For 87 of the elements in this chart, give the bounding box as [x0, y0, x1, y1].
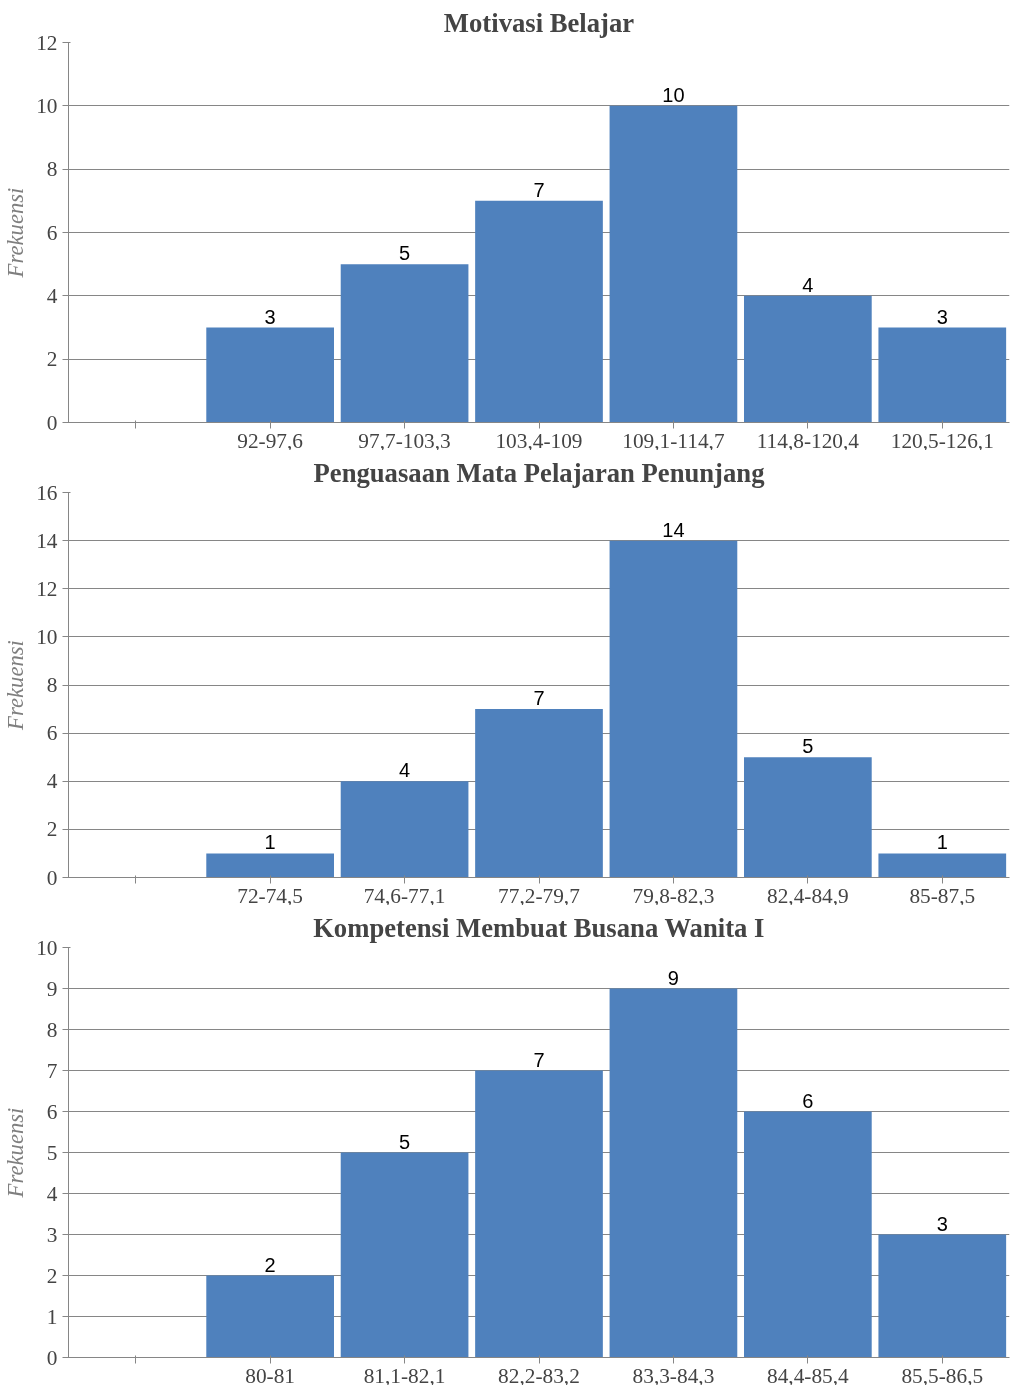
x-tick-label: 79,8-82,3 [632, 883, 715, 908]
chart-title: Kompetensi Membuat Busana Wanita I [313, 912, 765, 943]
data-label: 3 [936, 1212, 948, 1235]
data-label: 2 [264, 1253, 276, 1276]
data-label: 5 [802, 735, 814, 758]
y-tick-label: 12 [36, 576, 58, 601]
bar [206, 327, 334, 423]
bar [609, 540, 738, 878]
bar [744, 1111, 872, 1358]
bar [340, 781, 469, 878]
bar [340, 1152, 469, 1358]
y-tick-label: 2 [46, 1263, 58, 1288]
x-tick-label: 84,4-85,4 [766, 1363, 850, 1388]
y-tick-label: 0 [46, 865, 58, 890]
data-label: 1 [936, 831, 948, 854]
data-label: 10 [662, 83, 685, 106]
y-tick-label: 2 [46, 347, 58, 372]
y-tick-label: 4 [46, 283, 58, 308]
bar [206, 853, 334, 878]
data-label: 6 [802, 1089, 814, 1112]
y-tick-label: 6 [46, 220, 58, 245]
y-tick-label: 14 [36, 528, 58, 553]
bar [878, 1234, 1007, 1358]
y-tick-label: 6 [46, 1099, 58, 1124]
y-tick-label: 4 [46, 1181, 58, 1206]
y-tick-label: 1 [46, 1304, 58, 1329]
x-tick-label: 82,2-83,2 [498, 1363, 580, 1388]
y-tick-label: 3 [46, 1222, 58, 1247]
data-label: 14 [662, 518, 685, 541]
y-tick-label: 10 [36, 93, 58, 118]
bar [878, 853, 1007, 878]
bar [744, 757, 872, 878]
y-tick-label: 0 [46, 1345, 58, 1370]
x-tick-label: 81,1-82,1 [363, 1363, 446, 1388]
x-tick-label: 97,7-103,3 [358, 428, 451, 453]
y-tick-label: 10 [36, 624, 58, 649]
y-tick-label: 6 [46, 721, 58, 746]
data-label: 4 [802, 273, 814, 296]
y-tick-label: 10 [36, 935, 58, 960]
y-axis-title: Frekuensi [3, 640, 29, 731]
chart-title: Penguasaan Mata Pelajaran Penunjang [313, 457, 766, 488]
y-tick-label: 5 [46, 1140, 58, 1165]
y-tick-label: 12 [36, 30, 58, 55]
bar [206, 1275, 334, 1358]
data-label: 1 [264, 831, 276, 854]
data-label: 5 [399, 1130, 411, 1153]
x-tick-label: 77,2-79,7 [498, 883, 581, 908]
y-tick-label: 4 [46, 769, 58, 794]
x-tick-label: 85-87,5 [909, 883, 976, 908]
data-label: 3 [936, 305, 948, 328]
bar [609, 988, 738, 1358]
x-tick-label: 82,4-84,9 [766, 883, 849, 908]
data-label: 9 [667, 966, 679, 989]
y-tick-label: 0 [46, 410, 58, 435]
data-label: 7 [533, 687, 545, 710]
data-label: 3 [264, 305, 276, 328]
x-tick-label: 92-97,6 [237, 428, 304, 453]
data-label: 7 [533, 1048, 545, 1071]
x-tick-label: 85,5-86,5 [901, 1363, 984, 1388]
y-axis-title: Frekuensi [3, 187, 29, 279]
data-label: 7 [533, 178, 545, 201]
x-tick-label: 114,8-120,4 [756, 428, 860, 453]
y-tick-label: 8 [46, 1017, 58, 1042]
y-axis-title: Frekuensi [3, 1107, 29, 1199]
y-tick-label: 2 [46, 817, 58, 842]
x-tick-label: 74,6-77,1 [363, 883, 446, 908]
y-tick-label: 8 [46, 673, 58, 697]
x-tick-label: 109,1-114,7 [622, 428, 725, 453]
x-tick-label: 80-81 [245, 1363, 296, 1388]
y-tick-label: 8 [46, 157, 58, 182]
x-tick-label: 120,5-126,1 [890, 428, 994, 453]
y-tick-label: 7 [46, 1058, 58, 1083]
bar [475, 200, 603, 423]
x-tick-label: 72-74,5 [237, 883, 304, 908]
bar [340, 264, 469, 423]
data-label: 5 [399, 242, 411, 265]
bar [475, 1070, 603, 1358]
data-label: 4 [399, 759, 411, 782]
x-tick-label: 83,3-84,3 [632, 1363, 715, 1388]
x-tick-label: 103,4-109 [495, 428, 583, 453]
y-tick-label: 16 [36, 480, 58, 505]
bar [609, 105, 738, 423]
bar [744, 295, 872, 423]
bar [878, 327, 1007, 423]
chart-title: Motivasi Belajar [443, 7, 635, 38]
bar [475, 709, 603, 878]
y-tick-label: 9 [46, 976, 58, 1001]
